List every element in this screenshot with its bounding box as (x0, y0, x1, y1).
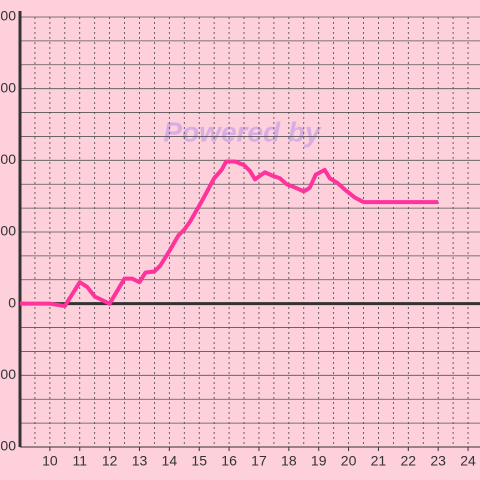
x-tick-label: 13 (132, 453, 148, 469)
x-tick-label: 16 (221, 453, 237, 469)
watermark: Powered by (163, 116, 322, 147)
x-tick-label: 12 (102, 453, 118, 469)
y-tick-label: -3,000 (0, 366, 16, 382)
x-tick-label: 22 (401, 453, 417, 469)
x-tick-label: 24 (460, 453, 476, 469)
x-tick-label: 17 (251, 453, 267, 469)
line (20, 159, 439, 309)
y-tick-label: 0 (8, 294, 16, 310)
x-tick-label: 19 (311, 453, 327, 469)
x-tick-label: 14 (162, 453, 178, 469)
y-tick-label: -6,000 (0, 438, 16, 454)
y-tick-label: 12,000 (0, 8, 16, 24)
x-tick-label: 23 (430, 453, 446, 469)
x-tick-label: 15 (191, 453, 207, 469)
x-tick-label: 20 (341, 453, 357, 469)
x-tick-label: 11 (72, 453, 87, 469)
y-tick-label: 3,000 (0, 223, 16, 239)
y-tick-label: 6,000 (0, 151, 16, 167)
x-tick-label: 10 (42, 453, 58, 469)
y-tick-label: 9,000 (0, 79, 16, 95)
x-tick-label: 18 (281, 453, 297, 469)
x-tick-label: 21 (371, 453, 387, 469)
